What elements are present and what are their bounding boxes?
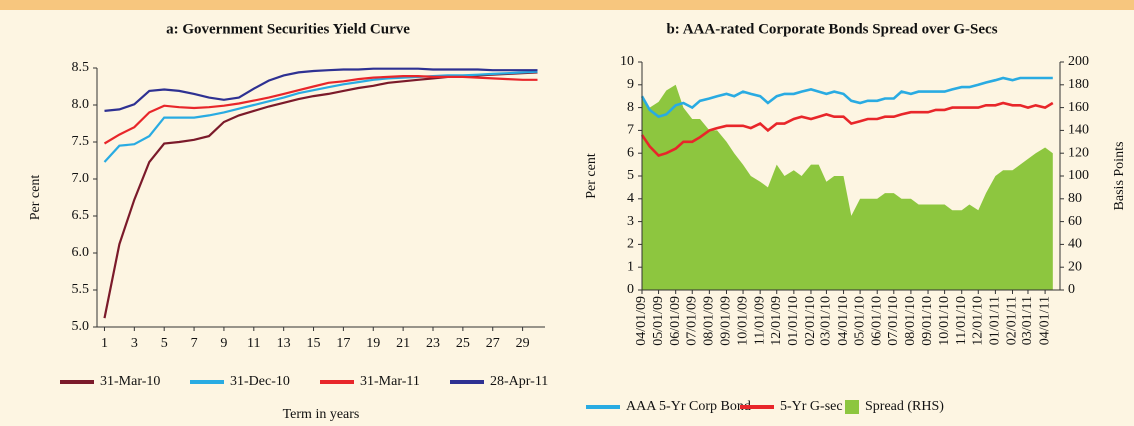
y-tick-label: 10 [620,54,634,69]
x-tick-label: 29 [516,336,530,351]
y-tick-label: 5.5 [72,282,90,297]
x-tick-label: 23 [426,336,440,351]
y2-tick-label: 160 [1068,100,1089,115]
x-tick-label: 1 [101,336,108,351]
y2-axis-label: Basis Points [1112,142,1127,211]
y2-tick-label: 180 [1068,77,1089,92]
y2-tick-label: 40 [1068,237,1082,252]
y-tick-label: 1 [627,259,634,274]
x-tick-label: 3 [131,336,138,351]
y2-tick-label: 140 [1068,123,1089,138]
y-tick-label: 8 [627,100,634,115]
y-tick-label: 6 [627,145,634,160]
x-tick-label: 01/01/10 [786,296,801,346]
x-tick-label: 02/01/10 [803,296,818,346]
x-tick-label: 05/01/09 [651,296,666,346]
x-tick-label: 09/01/10 [920,296,935,346]
y-axis-label: Per cent [584,153,599,199]
y-tick-label: 3 [627,214,634,229]
chart-title: a: Government Securities Yield Curve [166,21,410,37]
spread-area [642,84,1053,290]
y-tick-label: 7.0 [72,171,90,186]
x-tick-label: 07/01/09 [684,296,699,346]
x-tick-label: 10/01/09 [735,296,750,346]
series-line [104,67,538,112]
legend-label: AAA 5-Yr Corp Bond [626,399,751,414]
x-tick-label: 05/01/10 [852,296,867,346]
y-tick-label: 5.0 [72,319,90,334]
y-tick-label: 5 [627,168,634,183]
y-tick-label: 8.0 [72,97,90,112]
x-tick-label: 11/01/09 [752,296,767,345]
x-tick-label: 21 [396,336,410,351]
legend-label: Spread (RHS) [865,399,944,414]
series-line [640,76,1053,119]
y-tick-label: 0 [627,282,634,297]
y-tick-label: 8.5 [72,60,90,75]
x-tick-label: 04/01/11 [1037,296,1052,345]
x-tick-label: 04/01/10 [836,296,851,346]
legend-label: 31-Dec-10 [230,374,290,389]
y-tick-label: 2 [627,237,634,252]
legend-label: 31-Mar-11 [360,374,420,389]
x-tick-label: 12/01/09 [769,296,784,346]
legend-label: 28-Apr-11 [490,374,548,389]
y2-tick-label: 60 [1068,214,1082,229]
series-line [103,70,538,163]
x-tick-label: 19 [366,336,380,351]
legend-label: 31-Mar-10 [100,374,160,389]
x-tick-label: 09/01/09 [719,296,734,346]
y-tick-label: 4 [627,191,634,206]
x-tick-label: 06/01/10 [869,296,884,346]
legend-swatch [845,400,859,414]
y-tick-label: 6.5 [72,208,90,223]
x-tick-label: 11 [247,336,260,351]
x-tick-label: 03/01/10 [819,296,834,346]
y2-tick-label: 80 [1068,191,1082,206]
series-line [640,101,1054,157]
legend-label: 5-Yr G-sec [780,399,843,414]
x-tick-label: 08/01/10 [903,296,918,346]
y2-tick-label: 200 [1068,54,1089,69]
y-axis-label: Per cent [28,175,43,221]
y-tick-label: 9 [627,77,634,92]
x-tick-label: 10/01/10 [937,296,952,346]
top-band [0,0,1134,10]
series-line [103,75,538,145]
x-tick-label: 27 [486,336,500,351]
x-tick-label: 9 [220,336,227,351]
x-tick-label: 01/01/11 [988,296,1003,345]
x-tick-label: 08/01/09 [702,296,717,346]
x-tick-label: 07/01/10 [886,296,901,346]
x-tick-label: 03/01/11 [1020,296,1035,345]
y2-tick-label: 100 [1068,168,1089,183]
x-tick-label: 5 [161,336,168,351]
x-tick-label: 7 [191,336,198,351]
x-tick-label: 17 [336,336,350,351]
x-tick-label: 12/01/10 [970,296,985,346]
x-tick-label: 02/01/11 [1005,296,1020,345]
x-axis-label: Term in years [283,407,360,422]
x-tick-label: 13 [277,336,291,351]
x-tick-label: 15 [307,336,321,351]
y2-tick-label: 0 [1068,282,1075,297]
y2-tick-label: 20 [1068,259,1082,274]
x-tick-label: 04/01/09 [634,296,649,346]
y2-tick-label: 120 [1068,145,1089,160]
chart-title: b: AAA-rated Corporate Bonds Spread over… [666,21,997,37]
y-tick-label: 7 [627,123,634,138]
y-tick-label: 7.5 [72,134,90,149]
y-tick-label: 6.0 [72,245,90,260]
x-tick-label: 11/01/10 [954,296,969,345]
x-tick-label: 25 [456,336,470,351]
x-tick-label: 06/01/09 [668,296,683,346]
